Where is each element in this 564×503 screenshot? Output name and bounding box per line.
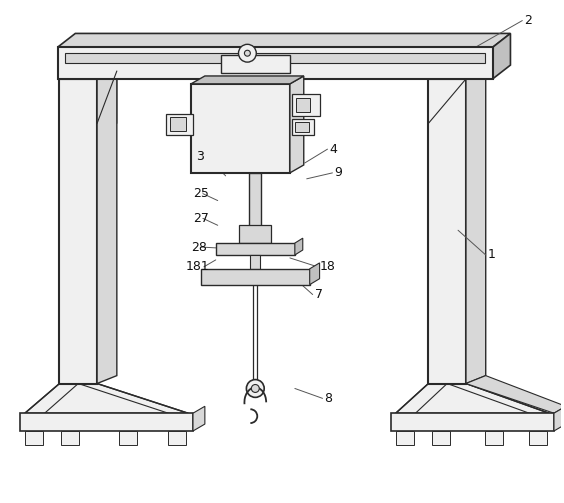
- Bar: [61, 431, 80, 445]
- Polygon shape: [310, 263, 320, 285]
- Text: 27: 27: [193, 212, 209, 225]
- Bar: [249, 173, 261, 235]
- Polygon shape: [396, 383, 549, 413]
- Circle shape: [246, 380, 264, 397]
- Circle shape: [252, 384, 259, 392]
- Bar: [201, 269, 310, 285]
- Polygon shape: [290, 76, 304, 173]
- Bar: [391, 413, 554, 431]
- Text: 3: 3: [196, 149, 204, 162]
- Text: 28: 28: [191, 240, 207, 254]
- Polygon shape: [295, 238, 303, 255]
- Bar: [221, 55, 290, 73]
- Bar: [168, 431, 186, 445]
- Circle shape: [244, 50, 250, 56]
- Bar: [216, 243, 295, 255]
- Bar: [25, 431, 43, 445]
- Circle shape: [239, 44, 256, 62]
- Polygon shape: [492, 33, 510, 79]
- Polygon shape: [429, 79, 466, 123]
- Bar: [59, 79, 97, 383]
- Bar: [166, 114, 193, 135]
- Polygon shape: [25, 383, 188, 413]
- Text: 181: 181: [186, 261, 210, 273]
- Text: 9: 9: [334, 166, 342, 180]
- Polygon shape: [97, 71, 117, 383]
- Bar: [433, 431, 450, 445]
- Bar: [250, 255, 260, 269]
- Bar: [429, 79, 466, 383]
- Bar: [58, 47, 492, 79]
- Bar: [292, 120, 314, 135]
- Bar: [170, 118, 186, 131]
- Bar: [296, 98, 310, 112]
- Polygon shape: [554, 406, 564, 431]
- Polygon shape: [193, 406, 205, 431]
- Bar: [191, 84, 290, 173]
- Polygon shape: [97, 71, 117, 123]
- Bar: [529, 431, 547, 445]
- Text: 18: 18: [320, 261, 336, 273]
- Text: 2: 2: [525, 14, 532, 27]
- Bar: [119, 431, 136, 445]
- Bar: [292, 94, 320, 116]
- Bar: [484, 431, 503, 445]
- Polygon shape: [466, 71, 486, 383]
- Text: 4: 4: [329, 143, 337, 155]
- Bar: [295, 122, 309, 132]
- Text: 1: 1: [488, 248, 496, 262]
- Text: 25: 25: [193, 187, 209, 200]
- Polygon shape: [466, 376, 564, 413]
- Bar: [240, 225, 271, 243]
- Text: 7: 7: [315, 288, 323, 301]
- Bar: [65, 53, 484, 63]
- Polygon shape: [191, 76, 304, 84]
- Bar: [20, 413, 193, 431]
- Text: 8: 8: [324, 392, 333, 405]
- Polygon shape: [58, 33, 510, 47]
- Bar: [396, 431, 413, 445]
